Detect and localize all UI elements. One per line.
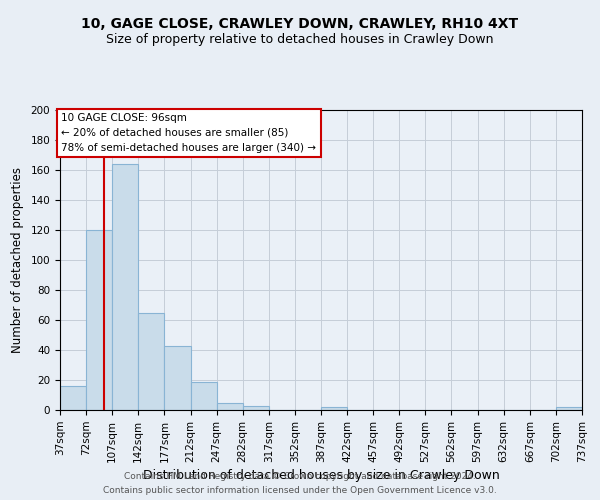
Bar [60,386,86,410]
Bar [556,407,582,410]
Bar [321,407,347,410]
Bar [217,402,242,410]
Text: 10, GAGE CLOSE, CRAWLEY DOWN, CRAWLEY, RH10 4XT: 10, GAGE CLOSE, CRAWLEY DOWN, CRAWLEY, R… [82,18,518,32]
Bar [138,312,164,410]
Text: Size of property relative to detached houses in Crawley Down: Size of property relative to detached ho… [106,32,494,46]
Bar [112,164,138,410]
Text: Contains HM Land Registry data © Crown copyright and database right 2024.: Contains HM Land Registry data © Crown c… [124,472,476,481]
X-axis label: Distribution of detached houses by size in Crawley Down: Distribution of detached houses by size … [143,469,499,482]
Text: 10 GAGE CLOSE: 96sqm
← 20% of detached houses are smaller (85)
78% of semi-detac: 10 GAGE CLOSE: 96sqm ← 20% of detached h… [61,113,316,152]
Y-axis label: Number of detached properties: Number of detached properties [11,167,23,353]
Text: Contains public sector information licensed under the Open Government Licence v3: Contains public sector information licen… [103,486,497,495]
Bar [191,382,217,410]
Bar [164,346,191,410]
Bar [242,406,269,410]
Bar [86,230,112,410]
